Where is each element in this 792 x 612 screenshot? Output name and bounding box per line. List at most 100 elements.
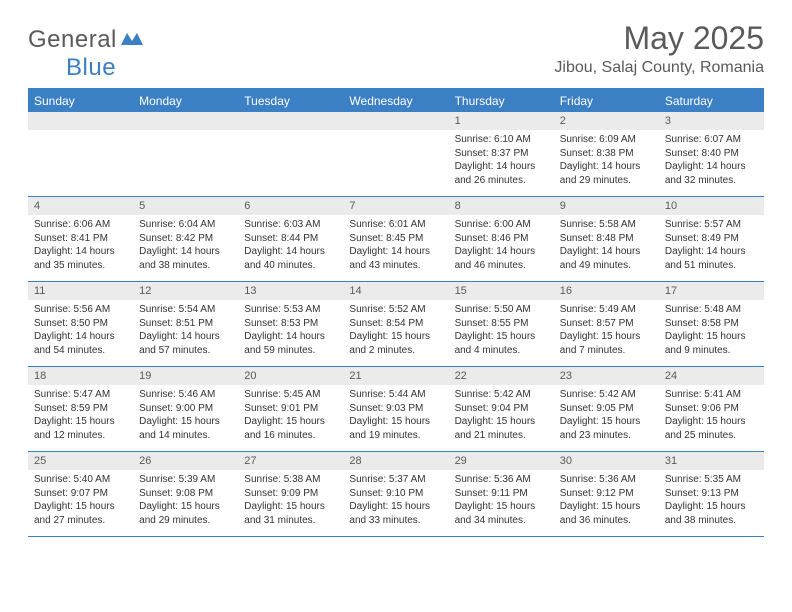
day-details: Sunrise: 6:06 AMSunset: 8:41 PMDaylight:… — [28, 215, 133, 275]
day-number: 14 — [343, 282, 448, 300]
month-title: May 2025 — [554, 20, 764, 57]
day-number: 4 — [28, 197, 133, 215]
day-header-wed: Wednesday — [343, 90, 448, 112]
day-details: Sunrise: 5:36 AMSunset: 9:11 PMDaylight:… — [449, 470, 554, 530]
logo: General Blue — [28, 26, 143, 82]
day-number: 2 — [554, 112, 659, 130]
day-cell: 3Sunrise: 6:07 AMSunset: 8:40 PMDaylight… — [659, 112, 764, 196]
day-number: 5 — [133, 197, 238, 215]
day-details: Sunrise: 6:00 AMSunset: 8:46 PMDaylight:… — [449, 215, 554, 275]
day-number: 30 — [554, 452, 659, 470]
location: Jibou, Salaj County, Romania — [554, 59, 764, 77]
logo-wave-icon — [121, 26, 143, 53]
day-number: 18 — [28, 367, 133, 385]
day-details: Sunrise: 6:04 AMSunset: 8:42 PMDaylight:… — [133, 215, 238, 275]
day-number: 27 — [238, 452, 343, 470]
day-details: Sunrise: 5:42 AMSunset: 9:04 PMDaylight:… — [449, 385, 554, 445]
day-number: 20 — [238, 367, 343, 385]
day-header-mon: Monday — [133, 90, 238, 112]
day-cell: 10Sunrise: 5:57 AMSunset: 8:49 PMDayligh… — [659, 197, 764, 281]
day-number: 23 — [554, 367, 659, 385]
day-details: Sunrise: 5:48 AMSunset: 8:58 PMDaylight:… — [659, 300, 764, 360]
day-cell: 17Sunrise: 5:48 AMSunset: 8:58 PMDayligh… — [659, 282, 764, 366]
empty-day-header — [343, 112, 448, 130]
day-details: Sunrise: 5:37 AMSunset: 9:10 PMDaylight:… — [343, 470, 448, 530]
day-cell: 16Sunrise: 5:49 AMSunset: 8:57 PMDayligh… — [554, 282, 659, 366]
weeks-container: 1Sunrise: 6:10 AMSunset: 8:37 PMDaylight… — [28, 112, 764, 537]
day-header-thu: Thursday — [449, 90, 554, 112]
day-number: 7 — [343, 197, 448, 215]
day-number: 6 — [238, 197, 343, 215]
week-row: 1Sunrise: 6:10 AMSunset: 8:37 PMDaylight… — [28, 112, 764, 197]
day-cell: 27Sunrise: 5:38 AMSunset: 9:09 PMDayligh… — [238, 452, 343, 536]
empty-day-header — [238, 112, 343, 130]
day-cell: 13Sunrise: 5:53 AMSunset: 8:53 PMDayligh… — [238, 282, 343, 366]
day-details: Sunrise: 5:39 AMSunset: 9:08 PMDaylight:… — [133, 470, 238, 530]
day-number: 17 — [659, 282, 764, 300]
empty-day-header — [133, 112, 238, 130]
header: General Blue May 2025 Jibou, Salaj Count… — [28, 20, 764, 82]
day-cell: 15Sunrise: 5:50 AMSunset: 8:55 PMDayligh… — [449, 282, 554, 366]
day-details: Sunrise: 6:01 AMSunset: 8:45 PMDaylight:… — [343, 215, 448, 275]
logo-general: General — [28, 26, 117, 53]
calendar-page: General Blue May 2025 Jibou, Salaj Count… — [0, 0, 792, 557]
day-header-row: Sunday Monday Tuesday Wednesday Thursday… — [28, 90, 764, 112]
day-header-tue: Tuesday — [238, 90, 343, 112]
day-number: 19 — [133, 367, 238, 385]
day-number: 3 — [659, 112, 764, 130]
week-row: 11Sunrise: 5:56 AMSunset: 8:50 PMDayligh… — [28, 282, 764, 367]
day-details: Sunrise: 5:49 AMSunset: 8:57 PMDaylight:… — [554, 300, 659, 360]
day-details: Sunrise: 5:52 AMSunset: 8:54 PMDaylight:… — [343, 300, 448, 360]
day-cell: 8Sunrise: 6:00 AMSunset: 8:46 PMDaylight… — [449, 197, 554, 281]
day-number: 16 — [554, 282, 659, 300]
day-cell: 18Sunrise: 5:47 AMSunset: 8:59 PMDayligh… — [28, 367, 133, 451]
day-cell: 31Sunrise: 5:35 AMSunset: 9:13 PMDayligh… — [659, 452, 764, 536]
calendar: Sunday Monday Tuesday Wednesday Thursday… — [28, 88, 764, 537]
day-number: 15 — [449, 282, 554, 300]
day-header-sat: Saturday — [659, 90, 764, 112]
day-cell: 23Sunrise: 5:42 AMSunset: 9:05 PMDayligh… — [554, 367, 659, 451]
day-cell: 2Sunrise: 6:09 AMSunset: 8:38 PMDaylight… — [554, 112, 659, 196]
day-details: Sunrise: 5:58 AMSunset: 8:48 PMDaylight:… — [554, 215, 659, 275]
day-cell: 29Sunrise: 5:36 AMSunset: 9:11 PMDayligh… — [449, 452, 554, 536]
day-details: Sunrise: 5:50 AMSunset: 8:55 PMDaylight:… — [449, 300, 554, 360]
day-cell: 1Sunrise: 6:10 AMSunset: 8:37 PMDaylight… — [449, 112, 554, 196]
day-cell: 21Sunrise: 5:44 AMSunset: 9:03 PMDayligh… — [343, 367, 448, 451]
day-details: Sunrise: 5:42 AMSunset: 9:05 PMDaylight:… — [554, 385, 659, 445]
day-header-fri: Friday — [554, 90, 659, 112]
day-number: 24 — [659, 367, 764, 385]
day-cell — [28, 112, 133, 196]
day-cell: 6Sunrise: 6:03 AMSunset: 8:44 PMDaylight… — [238, 197, 343, 281]
day-cell: 14Sunrise: 5:52 AMSunset: 8:54 PMDayligh… — [343, 282, 448, 366]
day-number: 12 — [133, 282, 238, 300]
day-cell: 19Sunrise: 5:46 AMSunset: 9:00 PMDayligh… — [133, 367, 238, 451]
day-number: 21 — [343, 367, 448, 385]
day-details: Sunrise: 6:03 AMSunset: 8:44 PMDaylight:… — [238, 215, 343, 275]
day-details: Sunrise: 5:41 AMSunset: 9:06 PMDaylight:… — [659, 385, 764, 445]
day-cell: 9Sunrise: 5:58 AMSunset: 8:48 PMDaylight… — [554, 197, 659, 281]
day-number: 26 — [133, 452, 238, 470]
day-number: 13 — [238, 282, 343, 300]
day-details: Sunrise: 6:09 AMSunset: 8:38 PMDaylight:… — [554, 130, 659, 190]
day-cell: 12Sunrise: 5:54 AMSunset: 8:51 PMDayligh… — [133, 282, 238, 366]
day-details: Sunrise: 5:53 AMSunset: 8:53 PMDaylight:… — [238, 300, 343, 360]
day-details: Sunrise: 5:38 AMSunset: 9:09 PMDaylight:… — [238, 470, 343, 530]
day-number: 29 — [449, 452, 554, 470]
day-number: 1 — [449, 112, 554, 130]
logo-text: General Blue — [28, 26, 143, 82]
day-cell: 7Sunrise: 6:01 AMSunset: 8:45 PMDaylight… — [343, 197, 448, 281]
week-row: 25Sunrise: 5:40 AMSunset: 9:07 PMDayligh… — [28, 452, 764, 537]
day-number: 22 — [449, 367, 554, 385]
day-details: Sunrise: 5:40 AMSunset: 9:07 PMDaylight:… — [28, 470, 133, 530]
day-cell: 11Sunrise: 5:56 AMSunset: 8:50 PMDayligh… — [28, 282, 133, 366]
day-cell — [238, 112, 343, 196]
day-number: 31 — [659, 452, 764, 470]
day-details: Sunrise: 5:56 AMSunset: 8:50 PMDaylight:… — [28, 300, 133, 360]
logo-blue: Blue — [66, 54, 116, 81]
day-details: Sunrise: 5:36 AMSunset: 9:12 PMDaylight:… — [554, 470, 659, 530]
empty-day-header — [28, 112, 133, 130]
day-cell: 5Sunrise: 6:04 AMSunset: 8:42 PMDaylight… — [133, 197, 238, 281]
day-details: Sunrise: 6:10 AMSunset: 8:37 PMDaylight:… — [449, 130, 554, 190]
day-cell: 24Sunrise: 5:41 AMSunset: 9:06 PMDayligh… — [659, 367, 764, 451]
day-details: Sunrise: 5:46 AMSunset: 9:00 PMDaylight:… — [133, 385, 238, 445]
